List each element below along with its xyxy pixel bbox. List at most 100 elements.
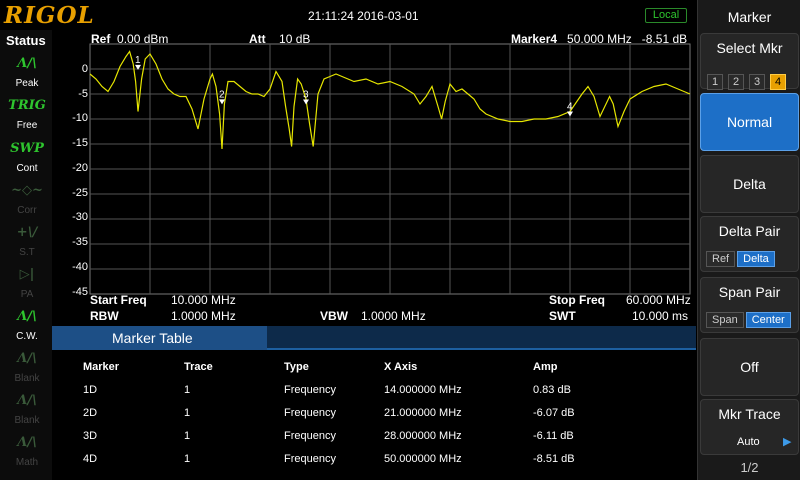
- trace-cell: 1: [184, 453, 191, 465]
- datetime-display: 21:11:24 2016-03-01: [308, 9, 419, 23]
- marker-label: 1: [135, 55, 141, 66]
- status-pa[interactable]: ▷| PA: [6, 268, 48, 309]
- span-pair-label: Span Pair: [718, 284, 781, 300]
- spectrum-graph[interactable]: Ref 0.00 dBm Att 10 dB Marker4 50.000 MH…: [52, 30, 696, 325]
- delta-pair-ref[interactable]: Ref: [706, 251, 736, 267]
- status-label: Blank: [14, 415, 40, 426]
- marker-option-3[interactable]: 3: [749, 74, 765, 90]
- marker-amp: -8.51 dB: [641, 32, 688, 46]
- local-badge[interactable]: Local: [645, 8, 687, 23]
- select-marker-label: Select Mkr: [716, 40, 783, 56]
- y-tick-label: -20: [72, 162, 88, 174]
- span-pair-span[interactable]: Span: [706, 312, 744, 328]
- marker-label: 2: [219, 89, 225, 100]
- marker-label: 4: [567, 102, 573, 113]
- y-tick-label: 0: [81, 63, 88, 75]
- normal-button[interactable]: Normal: [700, 93, 799, 151]
- marker-freq: 50.000 MHz: [567, 32, 632, 46]
- column-header: X Axis: [384, 361, 418, 373]
- column-header: Amp: [533, 361, 558, 373]
- rbw-label: RBW: [90, 309, 119, 323]
- type-cell: Frequency: [284, 407, 336, 419]
- stop-freq-readout: Stop Freq: [549, 293, 605, 307]
- marker-option-2[interactable]: 2: [728, 74, 744, 90]
- ref-readout: Ref 0.00 dBm: [91, 32, 168, 46]
- marker-point: [219, 99, 225, 105]
- marker-trace-value: Auto: [737, 436, 760, 448]
- status-corr[interactable]: ~◇~ Corr: [6, 183, 48, 225]
- y-tick-label: -30: [72, 211, 88, 223]
- amp-cell: -8.51 dB: [533, 453, 575, 465]
- x-axis-cell: 21.000000 MHz: [384, 407, 462, 419]
- delta-pair-button[interactable]: Delta Pair Ref Delta: [700, 216, 799, 272]
- marker-table-tab[interactable]: Marker Table: [52, 326, 267, 350]
- status-blank-2[interactable]: Λ/\ Blank: [6, 393, 48, 435]
- rbw-value: 1.0000 MHz: [171, 309, 236, 323]
- table-row[interactable]: 3D 1 Frequency 28.000000 MHz -6.11 dB: [52, 427, 696, 447]
- math-icon: Λ/\: [17, 435, 37, 450]
- status-cw[interactable]: Λ/\ C.W.: [6, 310, 48, 351]
- marker-table-header: Marker Table: [52, 326, 696, 350]
- menu-title: Marker: [727, 9, 772, 25]
- delta-label: Delta: [733, 176, 766, 192]
- marker-cell: 2D: [83, 407, 98, 419]
- marker-point: [135, 64, 141, 70]
- marker-option-1[interactable]: 1: [707, 74, 723, 90]
- stop-freq-value: 60.000 MHz: [626, 293, 691, 307]
- status-sweep[interactable]: SWP Cont: [6, 141, 48, 183]
- marker-option-4[interactable]: 4: [770, 74, 786, 90]
- table-row[interactable]: 4D 1 Frequency 50.000000 MHz -8.51 dB: [52, 450, 696, 470]
- span-pair-options: Span Center: [706, 310, 793, 328]
- marker-trace-button[interactable]: Mkr Trace Auto ▶: [700, 399, 799, 455]
- status-trig[interactable]: TRIG Free: [6, 99, 48, 140]
- status-label: Peak: [15, 78, 39, 89]
- y-tick-label: -40: [72, 261, 88, 273]
- off-label: Off: [740, 359, 759, 375]
- trace-cell: 1: [184, 407, 191, 419]
- y-tick-label: -5: [78, 88, 88, 100]
- trace-cell: 1: [184, 384, 191, 396]
- delta-button[interactable]: Delta: [700, 155, 799, 213]
- vbw-label: VBW: [320, 309, 348, 323]
- status-blank-1[interactable]: Λ/\ Blank: [6, 351, 48, 393]
- x-axis-cell: 14.000000 MHz: [384, 384, 462, 396]
- column-header: Type: [284, 361, 309, 373]
- trace-blank-icon: Λ/\: [17, 393, 37, 408]
- status-math[interactable]: Λ/\ Math: [6, 435, 48, 477]
- trace-blank-icon: Λ/\: [17, 351, 37, 366]
- status-label: Math: [15, 457, 39, 468]
- stop-freq-label: Stop Freq: [549, 293, 605, 307]
- status-label: Free: [16, 120, 38, 131]
- marker-label: 3: [303, 90, 309, 101]
- type-cell: Frequency: [284, 384, 336, 396]
- start-freq-label: Start Freq: [90, 293, 147, 307]
- status-st[interactable]: +\/ S.T: [6, 226, 48, 267]
- delta-pair-options: Ref Delta: [706, 249, 777, 267]
- status-label: PA: [20, 289, 34, 300]
- type-cell: Frequency: [284, 430, 336, 442]
- sweep-icon: SWP: [10, 141, 44, 156]
- marker-table-title: Marker Table: [112, 330, 193, 346]
- status-label: S.T: [19, 247, 35, 258]
- table-row[interactable]: 1D 1 Frequency 14.000000 MHz 0.83 dB: [52, 381, 696, 401]
- marker-readout: Marker4 50.000 MHz -8.51 dB: [511, 32, 687, 46]
- table-row[interactable]: 2D 1 Frequency 21.000000 MHz -6.07 dB: [52, 404, 696, 424]
- delta-pair-label: Delta Pair: [718, 223, 781, 239]
- status-title: Status: [6, 33, 46, 48]
- span-pair-button[interactable]: Span Pair Span Center: [700, 277, 799, 333]
- status-peak[interactable]: Λ/\ Peak: [6, 56, 48, 98]
- page-indicator: 1/2: [740, 460, 759, 475]
- marker-point: [303, 99, 309, 105]
- spectrum-plot: 1 2 3 4: [89, 43, 691, 295]
- marker-cell: 4D: [83, 453, 98, 465]
- correction-icon: ~◇~: [11, 183, 43, 198]
- marker-off-button[interactable]: Off: [700, 338, 799, 396]
- peak-icon: Λ/\: [17, 56, 37, 71]
- delta-pair-delta[interactable]: Delta: [737, 251, 775, 267]
- y-tick-label: -15: [72, 137, 88, 149]
- span-pair-center[interactable]: Center: [745, 312, 791, 328]
- start-freq-value: 10.000 MHz: [171, 293, 236, 307]
